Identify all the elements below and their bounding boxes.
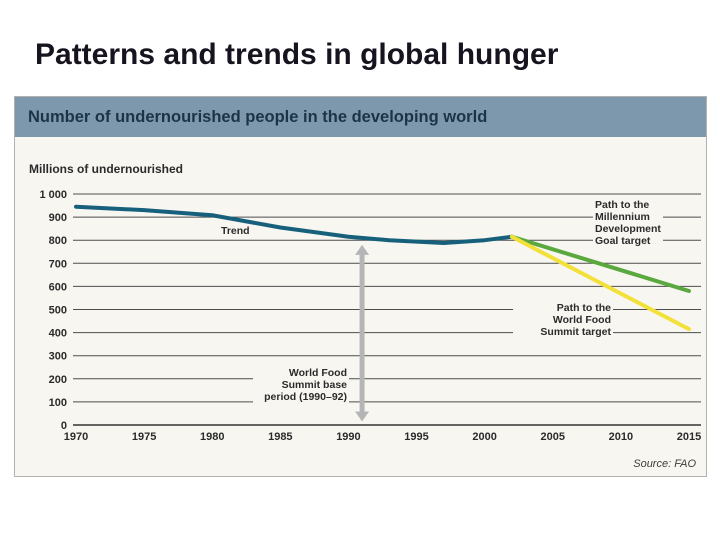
y-tick-label: 1 000 (39, 189, 67, 201)
series-layer (74, 204, 691, 332)
x-tick-label: 2000 (472, 431, 496, 443)
x-tick-label: 1985 (268, 431, 292, 443)
chart-header: Number of undernourished people in the d… (15, 97, 706, 137)
slide-title: Patterns and trends in global hunger (35, 38, 559, 71)
x-tick-label: 1995 (404, 431, 428, 443)
chart-header-label: Number of undernourished people in the d… (28, 107, 488, 126)
x-tick-label: 2005 (541, 431, 565, 443)
y-axis-title: Millions of undernourished (29, 162, 183, 176)
x-tick-label: 2010 (609, 431, 633, 443)
series-wfs-path (509, 234, 691, 332)
y-tick-label: 300 (49, 351, 67, 363)
chart-body: 1 000 900 800 700 600 500 400 300 200 100 0 1970 197… (15, 137, 706, 476)
base-period-arrow-down (355, 411, 370, 422)
y-tick-label: 500 (49, 305, 67, 317)
chart-panel: Number of undernourished people in the d… (14, 96, 707, 477)
y-tick-label: 600 (49, 281, 67, 293)
y-tick-label: 900 (49, 212, 67, 224)
x-tick-label: 1975 (132, 431, 156, 443)
y-tick-label: 0 (61, 420, 67, 432)
trend-annotation: Trend (219, 225, 252, 237)
y-tick-label: 200 (49, 374, 67, 386)
y-tick-label: 100 (49, 397, 67, 409)
base-period-annotation: World Food Summit base period (1990–92) (253, 367, 349, 403)
series-mdg-path (509, 234, 691, 294)
base-period-arrow-up (355, 244, 370, 255)
mdg-target-annotation: Path to the Millennium Development Goal … (593, 199, 663, 247)
x-tick-label: 1990 (336, 431, 360, 443)
y-tick-label: 700 (49, 258, 67, 270)
wfs-target-annotation: Path to the World Food Summit target (513, 302, 613, 338)
source-note: Source: FAO (633, 458, 696, 470)
marker-layer (355, 244, 370, 422)
y-tick-label: 800 (49, 235, 67, 247)
x-tick-label: 2015 (677, 431, 701, 443)
series-trend (74, 204, 514, 245)
x-tick-label: 1970 (64, 431, 88, 443)
y-tick-label: 400 (49, 328, 67, 340)
x-tick-label: 1980 (200, 431, 224, 443)
